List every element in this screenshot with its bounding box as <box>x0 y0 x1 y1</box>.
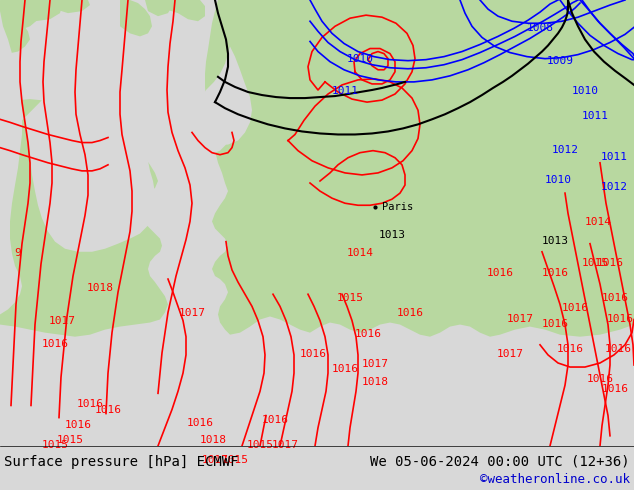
Polygon shape <box>160 0 195 13</box>
Text: 1013: 1013 <box>378 230 406 240</box>
Text: 1016: 1016 <box>602 294 628 303</box>
Text: 9: 9 <box>15 248 22 258</box>
Text: 1018: 1018 <box>361 377 389 387</box>
Text: 1017: 1017 <box>202 455 228 465</box>
Text: 1016: 1016 <box>186 417 214 428</box>
Polygon shape <box>55 0 90 13</box>
Text: 1017: 1017 <box>271 440 299 450</box>
Text: 1015: 1015 <box>56 435 84 445</box>
Text: 1016: 1016 <box>332 364 358 374</box>
Text: 1016: 1016 <box>586 374 614 384</box>
Text: 1016: 1016 <box>541 318 569 329</box>
Polygon shape <box>20 64 155 252</box>
Text: 1017: 1017 <box>179 308 205 318</box>
Text: 1016: 1016 <box>607 314 633 323</box>
Text: 1010: 1010 <box>545 175 571 185</box>
Text: 1016: 1016 <box>396 308 424 318</box>
Text: 1012: 1012 <box>552 145 578 155</box>
Text: 1016: 1016 <box>41 339 68 349</box>
Polygon shape <box>196 47 252 145</box>
Text: 1016: 1016 <box>562 303 588 314</box>
Polygon shape <box>175 110 232 155</box>
Text: 1011: 1011 <box>581 111 609 122</box>
Text: 1016: 1016 <box>557 344 583 354</box>
Polygon shape <box>0 99 168 446</box>
Polygon shape <box>220 357 634 446</box>
Text: 1016: 1016 <box>94 405 122 415</box>
Text: 1016: 1016 <box>541 268 569 278</box>
Text: 1016: 1016 <box>65 419 91 430</box>
Text: 1016: 1016 <box>597 258 623 268</box>
Text: 1016: 1016 <box>261 415 288 425</box>
Polygon shape <box>370 259 385 269</box>
Polygon shape <box>375 284 385 294</box>
Polygon shape <box>205 0 634 337</box>
Text: 1013: 1013 <box>541 236 569 245</box>
Text: 1008: 1008 <box>526 24 553 33</box>
Text: We 05-06-2024 00:00 UTC (12+36): We 05-06-2024 00:00 UTC (12+36) <box>370 455 630 469</box>
Polygon shape <box>0 0 30 53</box>
Text: 1014: 1014 <box>585 218 612 227</box>
Text: 1016: 1016 <box>604 344 631 354</box>
Polygon shape <box>20 0 62 21</box>
Polygon shape <box>0 0 38 29</box>
Polygon shape <box>0 0 22 315</box>
Text: 1017: 1017 <box>361 359 389 369</box>
Text: Paris: Paris <box>382 202 413 212</box>
Text: 1018: 1018 <box>86 283 113 293</box>
Polygon shape <box>175 0 205 21</box>
Text: 1016: 1016 <box>486 268 514 278</box>
Text: 1014: 1014 <box>347 248 373 258</box>
Polygon shape <box>145 0 172 16</box>
Text: 1015: 1015 <box>221 455 249 465</box>
Text: 1016: 1016 <box>354 329 382 339</box>
Text: 1010: 1010 <box>571 86 598 96</box>
Text: ©weatheronline.co.uk: ©weatheronline.co.uk <box>480 473 630 487</box>
Text: 1011: 1011 <box>332 86 358 96</box>
Text: 1012: 1012 <box>600 182 628 192</box>
Text: 1015: 1015 <box>581 258 609 268</box>
Text: 1010: 1010 <box>347 53 373 64</box>
Text: 1015: 1015 <box>337 294 363 303</box>
Text: 1009: 1009 <box>547 56 574 66</box>
Text: 1015: 1015 <box>41 440 68 450</box>
Text: 1017: 1017 <box>496 349 524 359</box>
Polygon shape <box>120 0 152 36</box>
Text: 1015: 1015 <box>247 440 273 450</box>
Text: 1016: 1016 <box>77 399 103 410</box>
Text: 1016: 1016 <box>299 349 327 359</box>
Text: 1018: 1018 <box>200 435 226 445</box>
Text: 1017: 1017 <box>507 314 533 323</box>
Text: Surface pressure [hPa] ECMWF: Surface pressure [hPa] ECMWF <box>4 455 238 469</box>
Text: 1017: 1017 <box>48 316 75 325</box>
Text: 1016: 1016 <box>602 384 628 394</box>
Text: 1011: 1011 <box>600 152 628 162</box>
